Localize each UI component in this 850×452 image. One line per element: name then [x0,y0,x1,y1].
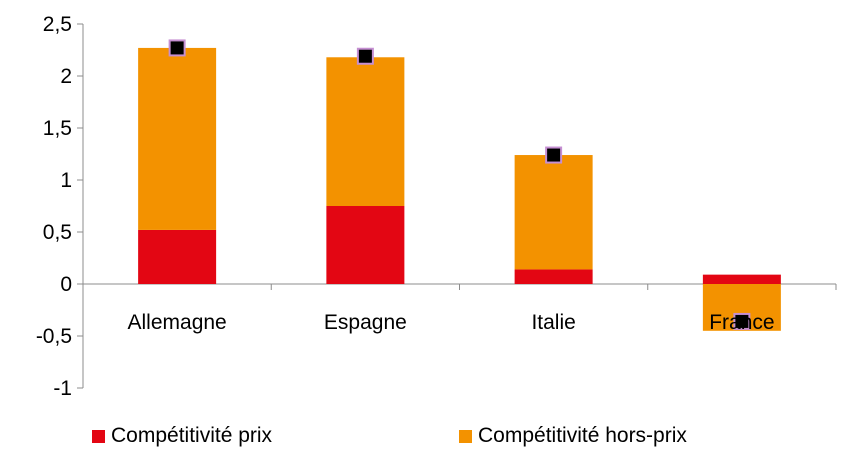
total-marker [545,146,563,164]
x-category-label: Italie [531,311,575,334]
y-tick-label: 2 [60,65,72,88]
x-category-label: France [709,311,774,334]
legend-label-prix: Compétitivité prix [111,424,273,447]
bar-segment-hors-prix [138,47,217,230]
legend-item-prix: Compétitivité prix [92,424,272,448]
y-tick-label: 2,5 [43,13,72,36]
y-tick-label: -1 [53,377,72,400]
bar-segment-hors-prix [514,155,593,270]
total-markers [168,39,751,330]
legend-swatch-prix [92,429,105,443]
bar-segment-prix [138,229,217,284]
total-marker [168,39,186,57]
x-category-label: Allemagne [128,311,227,334]
y-tick-label: 1 [60,169,72,192]
total-marker [733,312,751,330]
bar-segment-prix [514,269,593,284]
legend-item-hors-prix: Compétitivité hors-prix [459,424,687,448]
bar-segment-prix [702,274,781,284]
bar-segment-prix [326,206,405,284]
legend-label-hors-prix: Compétitivité hors-prix [478,424,687,447]
bar-segment-hors-prix [326,57,405,206]
bars [138,47,781,331]
chart: -1 -0,5 0 0,5 1 1,5 2 2,5 Allemagne Espagne Italie… [36,13,837,400]
total-marker [356,47,374,65]
y-tick-label: 0,5 [43,221,72,244]
y-tick-label: 0 [60,273,72,296]
legend-swatch-hors-prix [459,429,472,443]
labels: -1 -0,5 0 0,5 1 1,5 2 2,5 Allemagne Espagne Italie… [36,13,775,400]
y-tick-label: -0,5 [36,325,72,348]
legend: Compétitivité prix Compétitivité hors-pr… [0,424,850,452]
y-tick-label: 1,5 [43,117,72,140]
x-category-label: Espagne [324,311,407,334]
